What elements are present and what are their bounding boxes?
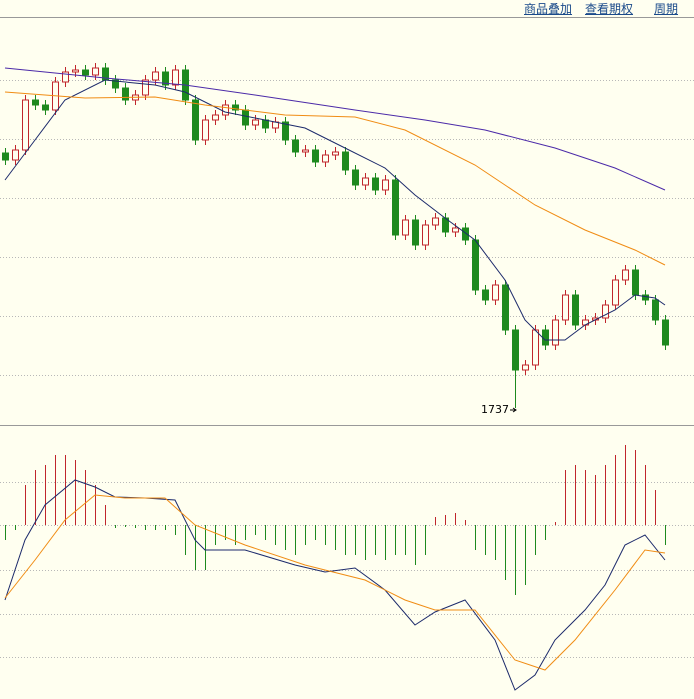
candle-body xyxy=(32,99,39,106)
candle-body xyxy=(42,104,49,111)
candle-body xyxy=(72,69,79,73)
candle-body xyxy=(172,69,179,86)
low-label: 1737 xyxy=(481,403,509,416)
candle-body xyxy=(502,284,509,331)
candle-body xyxy=(2,152,9,161)
candle-body xyxy=(12,149,19,161)
candle-body xyxy=(282,121,289,141)
line xyxy=(4,91,666,266)
candle-body xyxy=(62,71,69,83)
candle-body xyxy=(262,119,269,129)
candle-body xyxy=(532,329,539,366)
options-link[interactable]: 查看期权 xyxy=(585,2,634,16)
candle-body xyxy=(622,269,629,281)
candle-body xyxy=(402,219,409,236)
candle-body xyxy=(652,299,659,321)
low-arrow-head xyxy=(512,407,517,413)
overlay-link[interactable]: 商品叠加 xyxy=(524,2,573,16)
candle-body xyxy=(472,239,479,291)
candle-body xyxy=(372,177,379,191)
candle-body xyxy=(152,71,159,81)
candle-body xyxy=(242,109,249,126)
candle-body xyxy=(192,99,199,141)
candle-body xyxy=(252,119,259,126)
line xyxy=(4,494,666,671)
candle-body xyxy=(522,364,529,371)
candle-body xyxy=(452,227,459,233)
line xyxy=(4,67,666,191)
candle-body xyxy=(362,177,369,186)
candle-body xyxy=(112,79,119,89)
candle-body xyxy=(612,279,619,306)
candle-body xyxy=(632,269,639,296)
candle-body xyxy=(542,329,549,346)
candle-body xyxy=(92,67,99,76)
candle-body xyxy=(662,319,669,346)
candle-body xyxy=(552,319,559,346)
candle-body xyxy=(412,219,419,246)
candle-body xyxy=(512,329,519,371)
candle-body xyxy=(462,227,469,241)
candle-body xyxy=(572,294,579,326)
candle-body xyxy=(492,284,499,301)
candle-body xyxy=(352,169,359,186)
candle-body xyxy=(232,104,239,111)
line xyxy=(4,479,666,691)
candle-body xyxy=(422,224,429,246)
line xyxy=(4,79,666,341)
candle-body xyxy=(312,149,319,163)
candle-body xyxy=(22,99,29,151)
candle-body xyxy=(642,294,649,301)
candle-body xyxy=(432,217,439,226)
candle-body xyxy=(332,151,339,156)
candle-body xyxy=(222,104,229,116)
candle-body xyxy=(392,179,399,236)
candle-body xyxy=(562,294,569,321)
candle-body xyxy=(602,304,609,319)
candle-body xyxy=(162,71,169,86)
candle-body xyxy=(322,154,329,163)
candle-body xyxy=(122,87,129,101)
candle-body xyxy=(142,79,149,96)
candle-body xyxy=(82,69,89,76)
candle-body xyxy=(342,151,349,171)
candle-body xyxy=(382,179,389,191)
candle-body xyxy=(202,119,209,141)
candle-body xyxy=(212,114,219,121)
candle-body xyxy=(292,139,299,153)
period-link[interactable]: 周期 xyxy=(654,2,679,16)
candle-body xyxy=(482,289,489,301)
candle-body xyxy=(302,149,309,153)
